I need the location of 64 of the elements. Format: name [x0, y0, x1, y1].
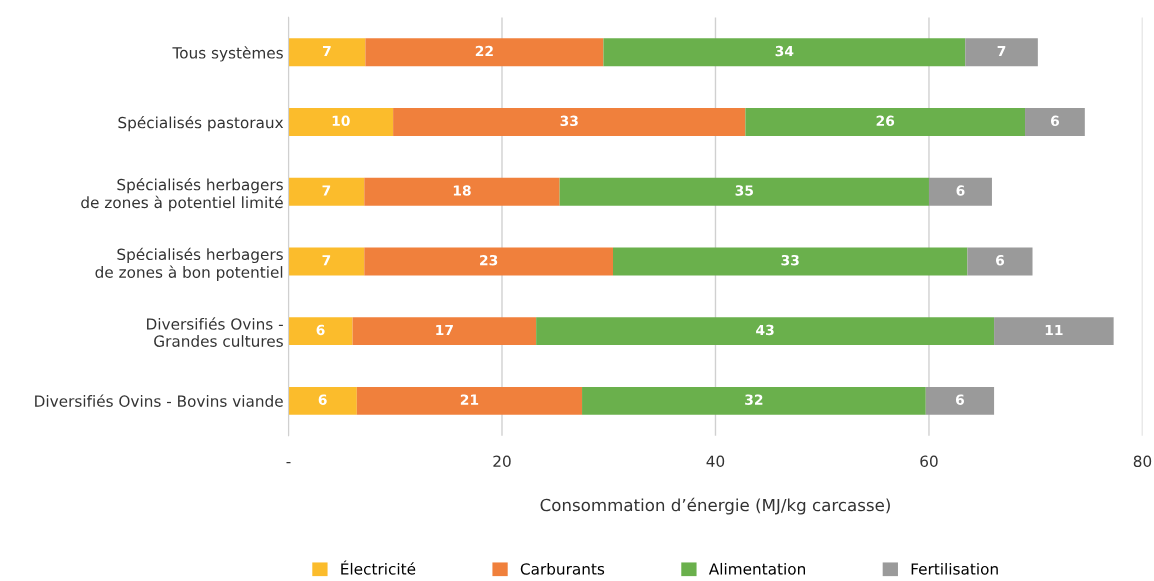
y-tick-label: Spécialisés herbagers de zones à potentiel limité — [81, 177, 283, 212]
data-label: 23 — [480, 254, 498, 266]
data-label: 26 — [876, 115, 895, 127]
bar — [745, 108, 1026, 136]
bar — [928, 177, 992, 206]
bar — [288, 38, 366, 67]
bar — [364, 177, 560, 206]
data-label: 6 — [956, 185, 965, 196]
bar — [288, 177, 365, 206]
data-label: 22 — [475, 45, 493, 57]
bar — [967, 247, 1033, 276]
bar — [288, 247, 365, 276]
data-label: 6 — [318, 394, 327, 405]
x-tick-label: 20 — [493, 455, 511, 468]
data-label: 21 — [460, 394, 479, 405]
x-tick-label: - — [286, 462, 291, 464]
bar — [393, 108, 746, 136]
x-tick-label: 60 — [920, 455, 938, 468]
x-tick-label: 40 — [706, 455, 725, 468]
data-label: 33 — [560, 115, 578, 127]
bar — [1025, 108, 1085, 136]
x-axis-title: Consommation d’énergie (MJ/kg carcasse) — [540, 497, 890, 515]
x-tick-label: 80 — [1133, 455, 1152, 468]
bar — [365, 38, 604, 67]
y-tick-label: Diversifiés Ovins - Grandes cultures — [147, 317, 283, 347]
legend-label: Carburants — [520, 562, 605, 575]
data-label: 6 — [955, 394, 965, 405]
bar — [288, 386, 357, 415]
data-label: 11 — [1045, 324, 1063, 335]
bar — [364, 247, 613, 276]
bar — [965, 38, 1038, 67]
y-tick-label: Spécialisés herbagers de zones à bon potentiel — [95, 247, 283, 281]
data-label: 7 — [322, 255, 331, 266]
data-label: 17 — [436, 324, 453, 335]
y-tick-label: Diversifiés Ovins - Bovins viande — [35, 394, 283, 407]
legend-label: Fertilisation — [911, 562, 998, 575]
data-label: 6 — [995, 254, 1005, 266]
data-label: 10 — [332, 115, 350, 127]
data-label: 7 — [322, 185, 331, 196]
bar — [603, 38, 966, 67]
data-label: 33 — [781, 254, 799, 266]
bar — [352, 317, 537, 346]
data-label: 7 — [323, 46, 331, 57]
bar — [559, 177, 929, 206]
y-tick-label: Tous systèmes — [172, 46, 283, 62]
bar — [582, 386, 926, 415]
bar — [536, 317, 995, 346]
data-label: 6 — [316, 324, 325, 336]
bar — [356, 386, 583, 415]
bar — [613, 247, 968, 276]
bar — [994, 317, 1114, 346]
bar — [925, 386, 995, 415]
data-label: 18 — [453, 185, 471, 196]
legend-label: Alimentation — [708, 562, 805, 575]
bar — [288, 108, 394, 136]
legend-label: Électricité — [341, 560, 416, 575]
data-label: 43 — [756, 324, 774, 336]
data-label: 32 — [745, 394, 763, 405]
bar — [288, 317, 353, 346]
data-label: 7 — [997, 46, 1006, 57]
data-label: 35 — [735, 185, 753, 196]
data-label: 6 — [1050, 115, 1060, 127]
y-tick-label: Spécialisés pastoraux — [118, 115, 284, 132]
data-label: 34 — [775, 45, 794, 57]
